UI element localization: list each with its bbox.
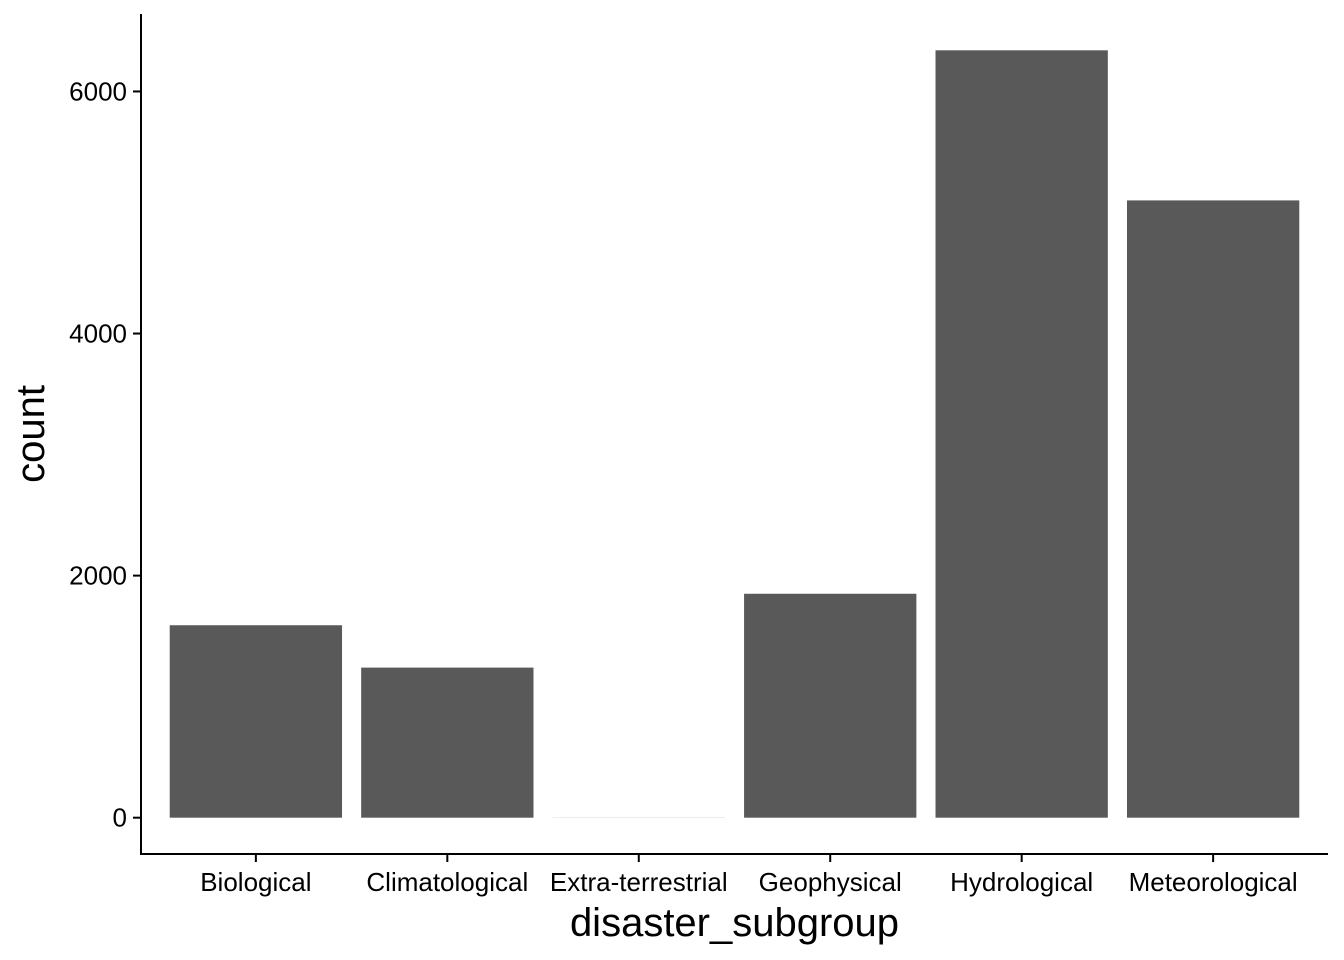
y-axis-title: count xyxy=(9,385,53,483)
y-tick-label: 2000 xyxy=(69,561,127,591)
x-tick-label: Hydrological xyxy=(950,867,1093,897)
x-ticks-layer: Biological Climatological Extra-terrestria… xyxy=(200,854,1298,897)
x-axis-title: disaster_subgroup xyxy=(570,901,899,945)
bar-geophysical xyxy=(744,593,917,818)
bar-meteorological xyxy=(1126,200,1300,818)
y-tick-label: 6000 xyxy=(69,76,127,106)
bar-biological xyxy=(169,625,343,818)
y-ticks-layer: 0 2000 4000 6000 xyxy=(69,76,141,833)
x-tick-label: Extra-terrestrial xyxy=(550,867,728,897)
y-tick-label: 4000 xyxy=(69,319,127,349)
y-tick-label: 0 xyxy=(113,803,127,833)
axes-layer xyxy=(140,14,1328,855)
bars-layer xyxy=(169,50,1300,818)
x-tick-label: Biological xyxy=(200,867,311,897)
bar-hydrological xyxy=(935,50,1108,818)
x-tick-label: Geophysical xyxy=(759,867,902,897)
x-tick-label: Meteorological xyxy=(1129,867,1298,897)
bar-climatological xyxy=(361,667,534,818)
x-tick-label: Climatological xyxy=(366,867,528,897)
